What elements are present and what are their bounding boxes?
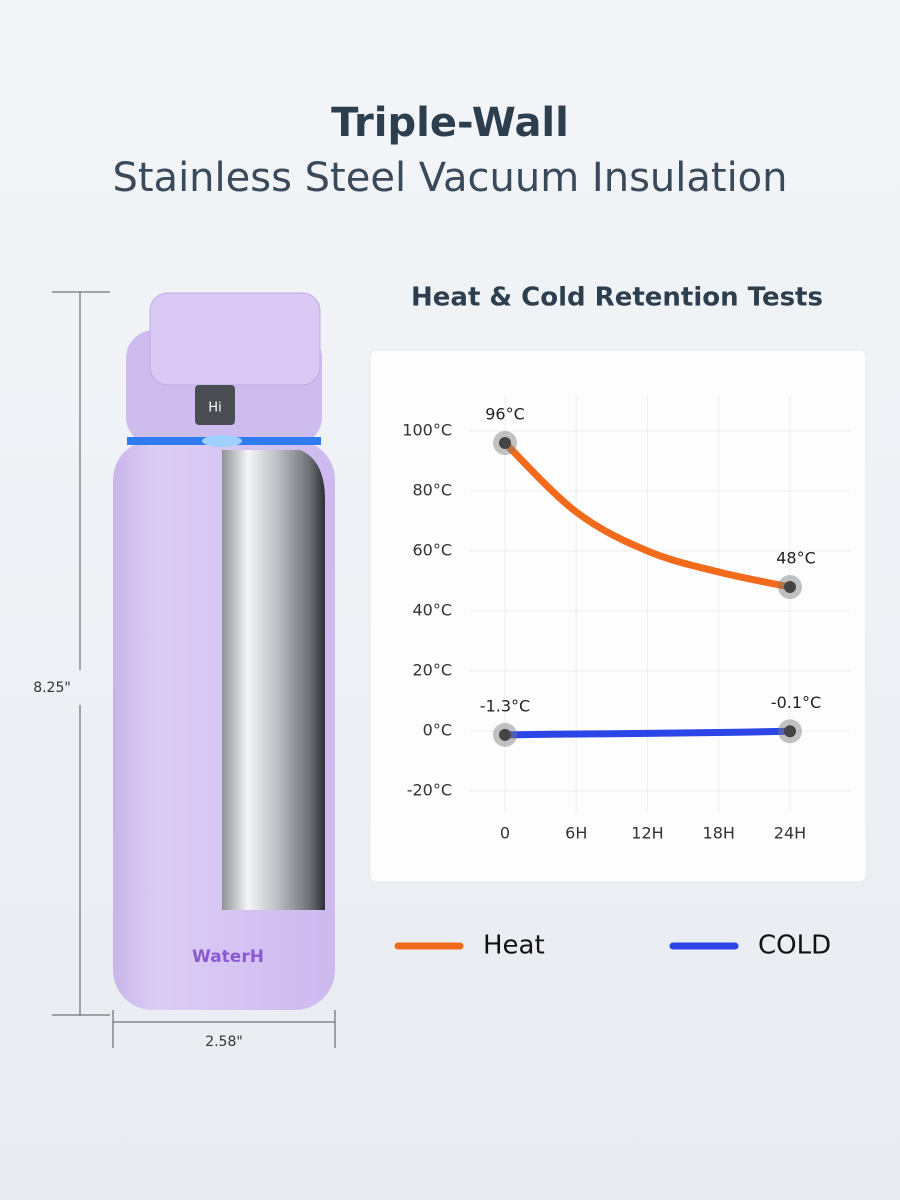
y-tick-label: 80°C (412, 481, 452, 500)
data-label: -1.3°C (480, 696, 530, 715)
brand: WaterH (192, 947, 264, 967)
width-label: 2.58" (205, 1034, 243, 1050)
y-tick-label: 0°C (423, 721, 452, 740)
point (499, 728, 511, 741)
x-tick-label: 12H (631, 824, 663, 843)
point (784, 581, 796, 593)
x-tick-label: 6H (565, 824, 587, 843)
series-line (501, 439, 794, 591)
y-tick-label: 60°C (412, 541, 452, 560)
subtitle: Stainless Steel Vacuum Insulation (112, 155, 787, 201)
x-tick-label: 18H (703, 824, 735, 843)
data-label: -0.1°C (771, 693, 821, 712)
y-tick-label: 40°C (412, 601, 452, 620)
data-label: 96°C (485, 405, 525, 424)
chart-title: Heat & Cold Retention Tests (411, 283, 823, 313)
bottle: 8.25" 2.58" Hi WaterH (33, 291, 336, 1050)
data-label: 48°C (776, 549, 816, 568)
legend-label: COLD (758, 931, 831, 961)
plot: -20°C 0°C 20°C 40°C 60°C 80°C 100°C 0 6H 12H 18H 24… (402, 395, 850, 843)
y-tick-label: -20°C (407, 781, 452, 800)
point (499, 437, 511, 449)
legend: Heat COLD (394, 931, 831, 961)
x-tick-label: 24H (774, 824, 806, 843)
title: Triple-Wall (331, 100, 569, 146)
y-tick-label: 100°C (402, 421, 452, 440)
x-tick-label: 0 (500, 824, 510, 843)
display-text: Hi (208, 401, 221, 416)
y-tick-label: 20°C (412, 661, 452, 680)
chart-card (369, 349, 867, 883)
height-label: 8.25" (33, 680, 71, 696)
series-line (501, 727, 794, 739)
point (784, 725, 796, 738)
legend-label: Heat (483, 931, 545, 961)
